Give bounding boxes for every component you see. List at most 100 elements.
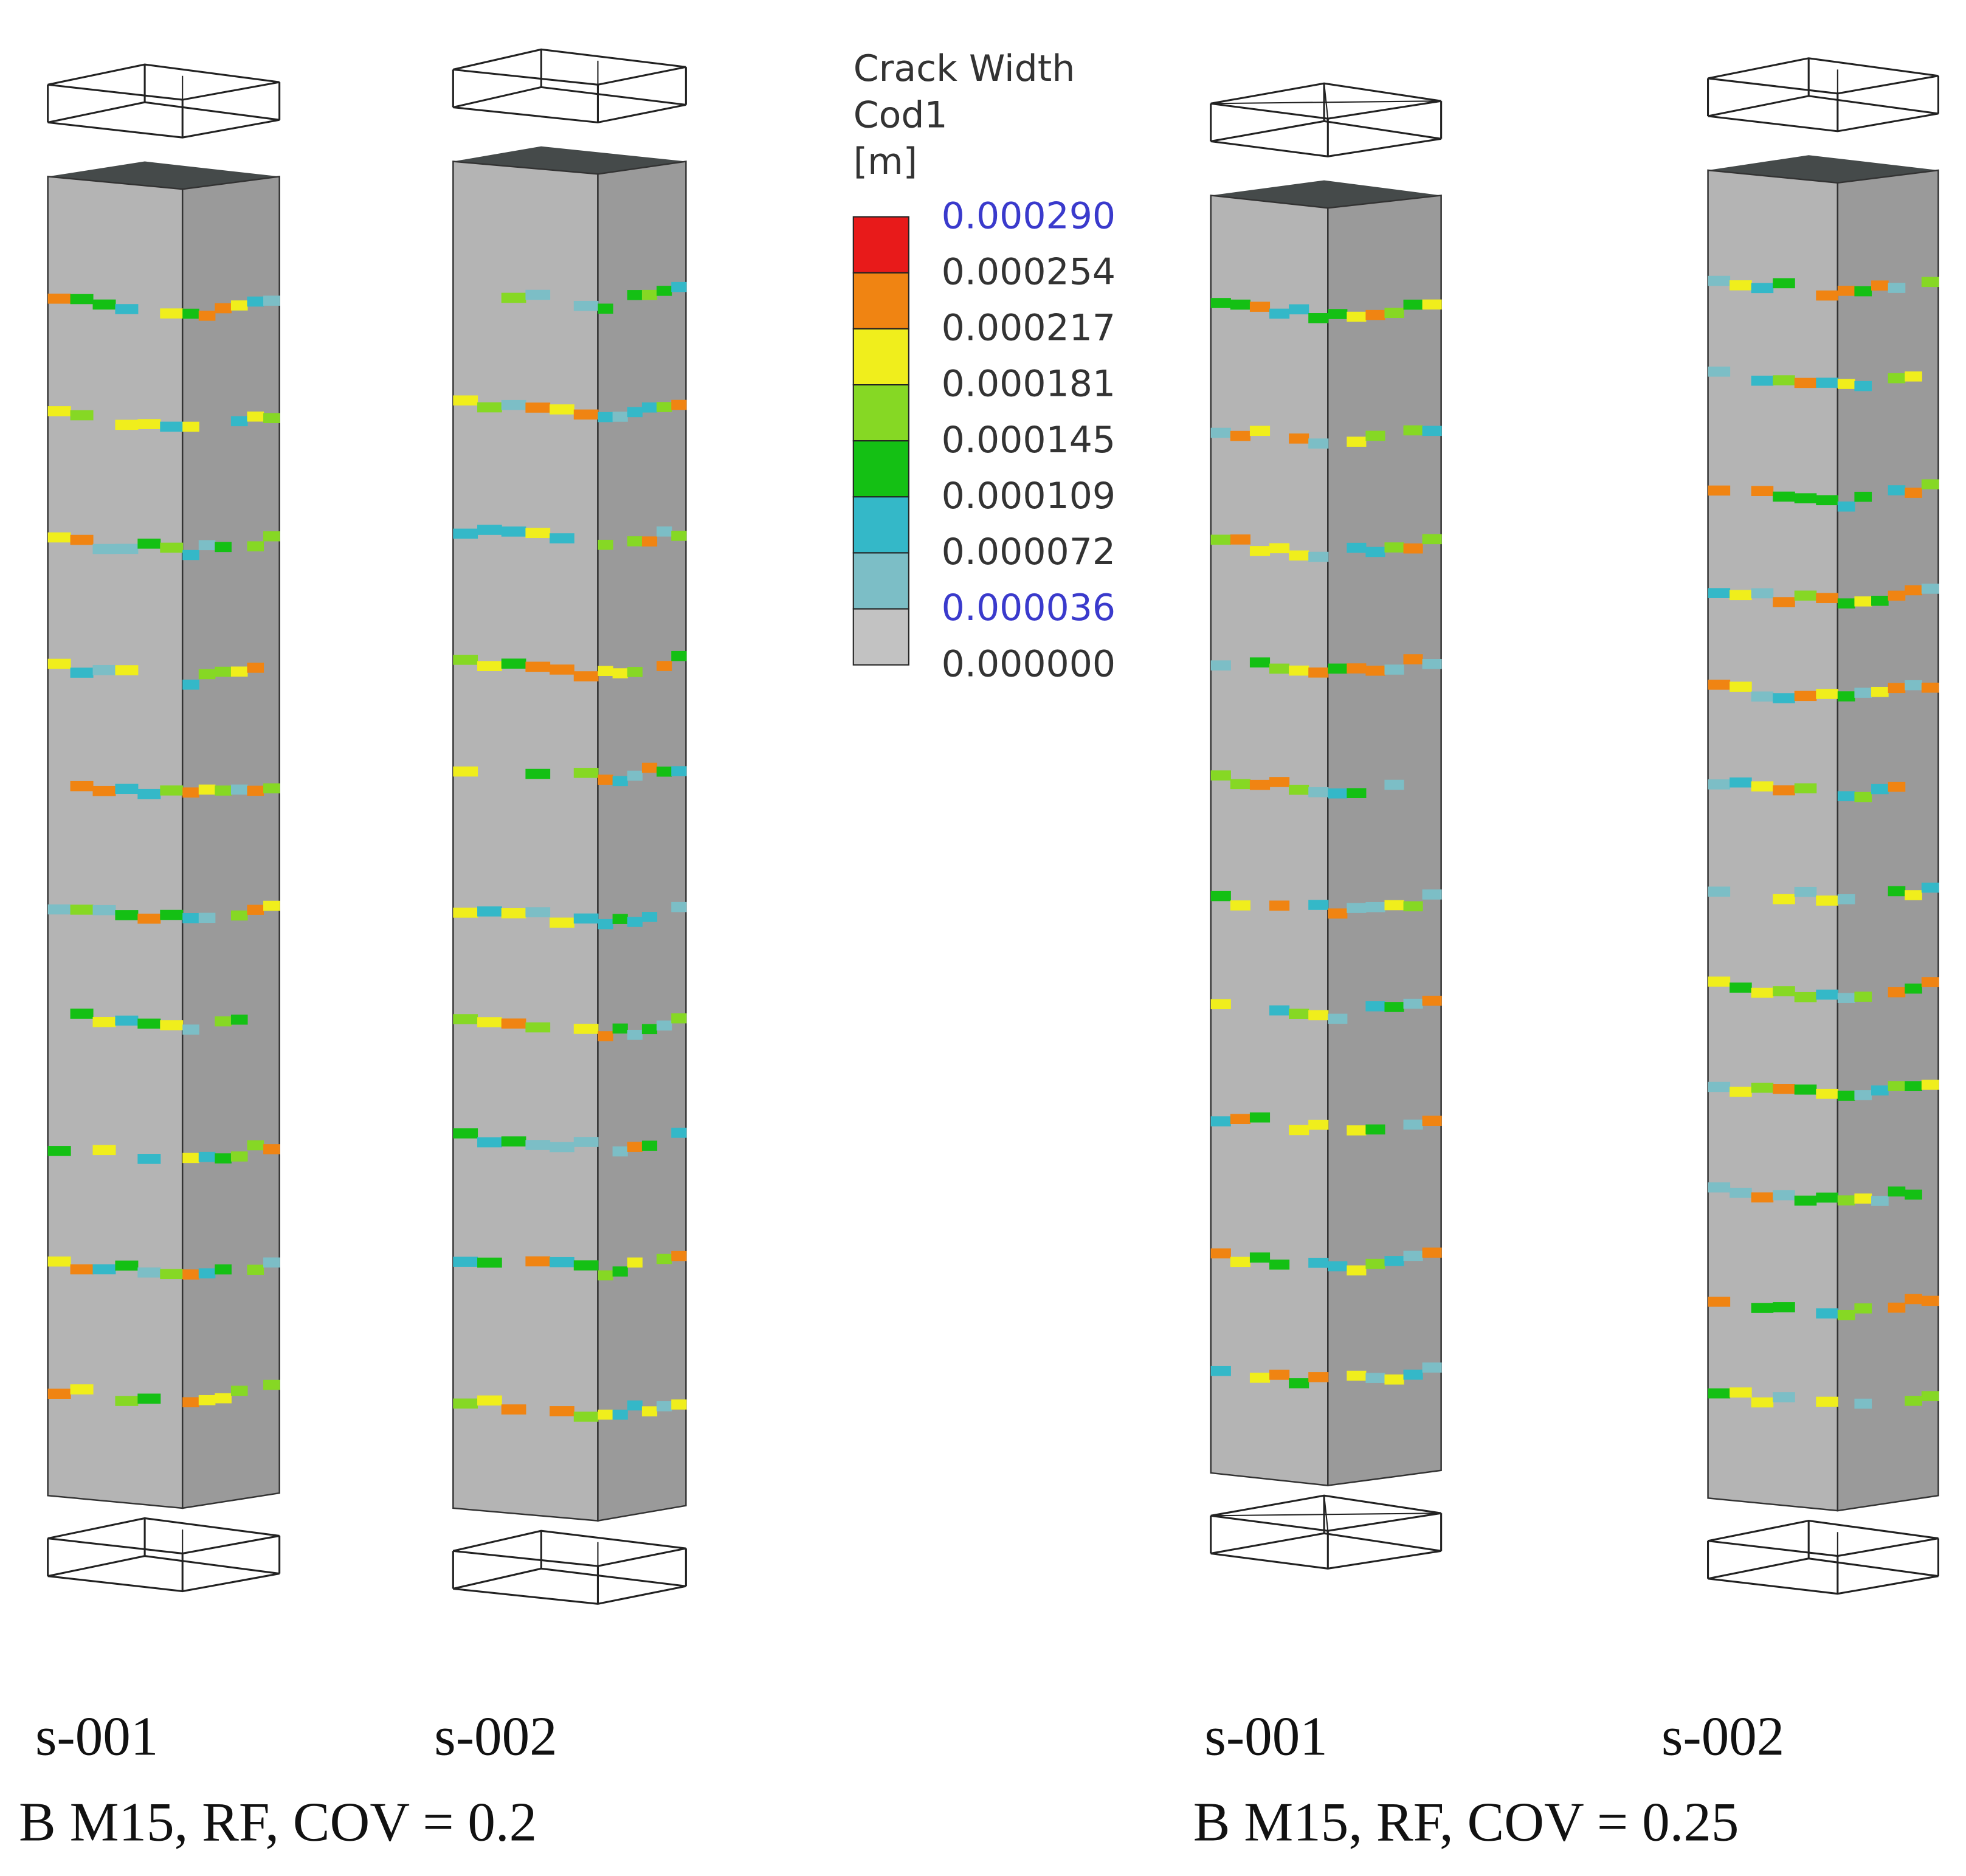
crack [1308,900,1329,910]
crack [641,1024,658,1035]
crack [501,1404,526,1415]
crack [671,1399,687,1410]
crack [1269,308,1290,319]
crack [198,1268,216,1278]
crack [501,1018,526,1029]
crack [1230,430,1250,441]
crack [1888,886,1906,897]
fixture-bottom [1708,1557,1939,1595]
crack [263,531,280,542]
crack [1816,290,1838,301]
crack [641,536,658,547]
crack [1751,691,1774,702]
fixture-bottom [453,1567,686,1605]
crack [182,550,199,560]
crack [1269,1005,1290,1016]
crack [1816,378,1838,388]
crack [1730,982,1752,993]
crack [1230,534,1250,545]
crack [1888,1186,1906,1197]
crack [657,1254,672,1264]
crack [627,1400,643,1411]
crack [182,787,199,798]
crack [70,1009,94,1019]
crack [477,402,502,413]
crack [1773,375,1795,385]
crack [573,1024,599,1034]
crack [1905,1396,1922,1406]
crack [1365,1124,1385,1135]
crack [230,1151,248,1162]
crack [1269,1370,1290,1380]
crack [1871,686,1889,697]
crack [92,1145,116,1156]
crack [1837,993,1855,1003]
crack [1249,1252,1271,1263]
legend-swatch [852,552,909,610]
fixture-bottom [1210,1532,1441,1570]
crack [477,525,502,535]
crack [573,409,599,420]
crack [671,766,687,776]
crack [501,1136,526,1147]
crack [1837,286,1855,296]
panel-label: s-001 [1204,1706,1327,1767]
crack [1403,998,1423,1009]
crack [1751,1303,1774,1313]
crack [160,785,184,796]
crack [92,299,116,310]
crack [247,541,264,551]
crack [1269,1259,1290,1270]
fixture-bottom [1210,120,1441,157]
crack [1289,1009,1309,1019]
crack [1289,665,1309,676]
crack [247,296,264,307]
crack [160,542,184,553]
crack [627,1257,643,1268]
crack [525,528,551,539]
crack [1422,1362,1442,1373]
crack [1730,590,1752,601]
crack [198,1395,216,1405]
crack [182,1269,199,1280]
crack [477,906,502,917]
crack [215,1153,232,1164]
crack [1794,378,1817,388]
crack [247,663,264,673]
crack [1708,1081,1731,1092]
crack [1773,1302,1795,1312]
crack [1210,1248,1231,1259]
panel-label: s-001 [35,1706,158,1767]
crack [1816,1192,1838,1203]
crack [215,1264,232,1275]
crack [1384,542,1404,553]
crack [1888,283,1906,293]
crack [1403,654,1423,664]
crack [182,679,199,690]
crack [573,768,599,778]
column-front [452,160,599,1522]
fixture-bottom [47,1555,280,1593]
panel-label: s-002 [434,1706,557,1767]
crack [1888,590,1906,601]
crack [182,1153,199,1164]
crack [137,913,161,924]
crack [263,295,280,306]
crack [598,919,613,929]
crack [1921,977,1939,987]
fixture-top [1708,57,1939,95]
crack [525,1022,551,1033]
crack [1210,891,1231,902]
crack [1384,1002,1404,1012]
fixture-edge [1323,83,1329,119]
crack [1773,597,1795,607]
column-side [181,175,280,1509]
crack [1210,770,1231,781]
crack [657,526,672,537]
crack [612,1409,628,1420]
fixture-top [47,1517,280,1555]
crack [1308,787,1329,798]
crack [137,1154,161,1164]
crack [1708,1182,1731,1193]
